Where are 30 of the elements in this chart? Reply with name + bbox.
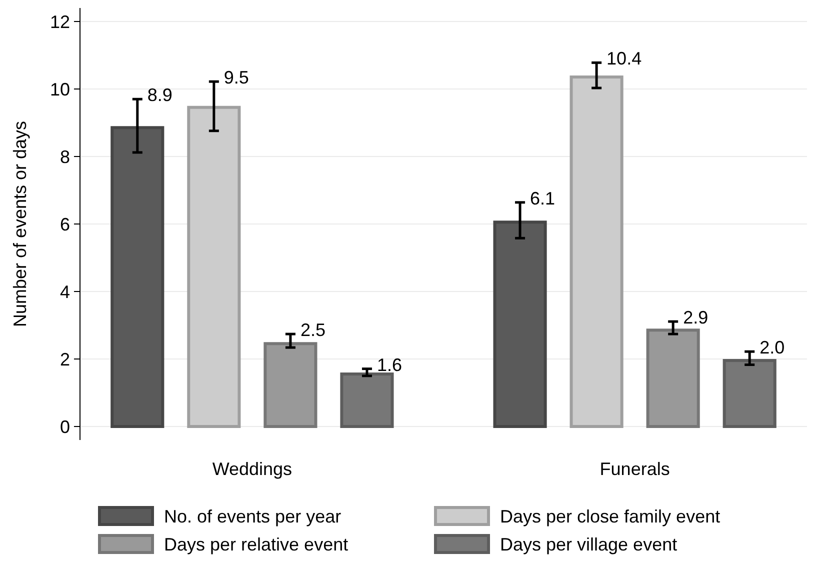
bar [570,76,624,428]
data-label: 1.6 [376,354,402,375]
x-tick-label: Weddings [212,459,292,479]
bar [110,126,164,428]
x-tick-label: Funerals [600,459,670,479]
y-tick-label: 4 [60,282,70,302]
data-label: 9.5 [224,68,249,88]
y-tick-label: 10 [50,79,70,100]
y-tick-label: 12 [50,12,70,32]
y-tick-label: 8 [60,146,70,167]
bar [340,372,394,428]
y-tick-label: 0 [60,416,70,437]
bar [187,106,241,428]
data-label: 6.1 [530,188,556,208]
legend-label: Days per village event [500,534,678,554]
bar [722,359,776,428]
y-tick-label: 2 [60,349,70,370]
data-label: 2.9 [683,308,708,328]
data-label: 8.9 [147,85,172,106]
bar [264,342,318,428]
legend-label: Days per close family event [500,506,720,526]
y-tick-label: 6 [60,214,70,234]
bar [493,220,547,428]
data-label: 2.0 [760,338,785,358]
data-label: 10.4 [606,48,642,69]
bar [646,328,700,428]
y-axis-title: Number of events or days [10,120,30,328]
legend-label: Days per relative event [164,534,348,554]
data-label: 2.5 [300,320,326,340]
legend-label: No. of events per year [164,506,342,526]
